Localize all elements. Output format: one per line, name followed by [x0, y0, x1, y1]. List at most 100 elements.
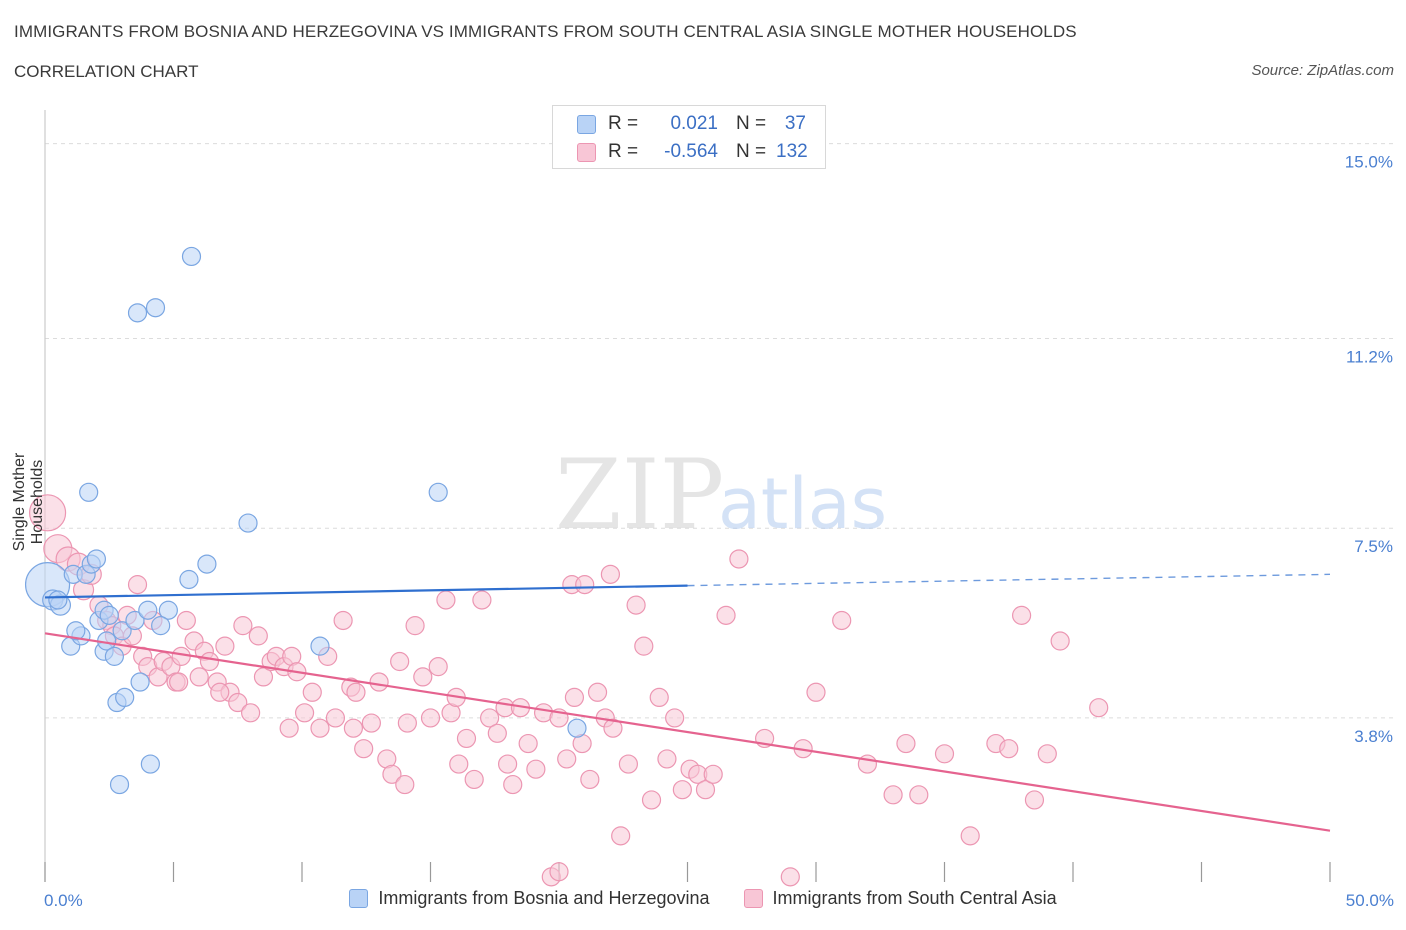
scatter-point-south-central-asia [361, 713, 381, 733]
scatter-point-south-central-asia [1037, 744, 1057, 764]
y-tick-label: 15.0% [1345, 153, 1393, 172]
scatter-point-south-central-asia [600, 564, 621, 584]
scatter-point-south-central-asia [480, 708, 500, 728]
correlation-legend: R = 0.021 N = 37 R = -0.564 N = 132 [552, 105, 826, 169]
scatter-point-south-central-asia [896, 733, 916, 754]
watermark-zip: ZIP [555, 439, 724, 551]
scatter-point-south-central-asia [934, 744, 955, 764]
scatter-point-bosnia [181, 246, 202, 267]
scatter-point-bosnia [130, 672, 150, 692]
scatter-point-south-central-asia [405, 616, 425, 636]
scatter-point-south-central-asia [634, 636, 654, 656]
n-value: 37 [784, 113, 806, 134]
scatter-point-bosnia [158, 600, 178, 620]
scatter-point-south-central-asia [1050, 631, 1070, 651]
scatter-point-south-central-asia [294, 703, 315, 723]
scatter-point-bosnia [86, 549, 107, 569]
scatter-point-south-central-asia [199, 651, 220, 672]
scatter-point-south-central-asia [832, 610, 852, 631]
r-label: R = [608, 113, 639, 134]
legend-item-south-central-asia[interactable]: Immigrants from South Central Asia [743, 888, 1057, 909]
scatter-point-south-central-asia [665, 708, 685, 728]
scatter-point-bosnia [179, 569, 199, 590]
trend-line-bosnia-extension [687, 573, 1331, 587]
scatter-point-south-central-asia [310, 718, 330, 738]
legend-row-pink: R = -0.564 N = 132 [577, 138, 808, 166]
scatter-point-bosnia [140, 754, 160, 774]
scatter-point-south-central-asia [382, 764, 402, 784]
n-label: N = [736, 141, 767, 162]
legend-row-blue: R = 0.021 N = 37 [577, 110, 806, 138]
scatter-point-south-central-asia [28, 494, 67, 532]
scatter-point-south-central-asia [672, 780, 692, 800]
scatter-point-bosnia [48, 590, 68, 610]
chart-subtitle: CORRELATION CHART [14, 62, 199, 81]
scatter-point-bosnia [310, 636, 330, 656]
scatter-point-south-central-asia [346, 682, 366, 702]
legend-swatch-blue [349, 889, 369, 908]
y-axis-label: Single Mother Households [11, 452, 46, 552]
legend-label-south-central-asia: Immigrants from South Central Asia [772, 888, 1057, 908]
series-legend: Immigrants from Bosnia and Herzegovina I… [0, 888, 1406, 909]
scatter-point-south-central-asia [248, 626, 268, 646]
scatter-point-south-central-asia [325, 708, 346, 728]
scatter-point-south-central-asia [390, 651, 410, 672]
legend-item-bosnia[interactable]: Immigrants from Bosnia and Herzegovina [349, 888, 710, 909]
trend-lines [44, 573, 1331, 832]
scatter-point-south-central-asia [420, 708, 441, 728]
scatter-point-bosnia [109, 774, 130, 795]
scatter-point-south-central-asia [343, 718, 363, 738]
legend-swatch-blue [577, 114, 596, 134]
trend-line-bosnia [44, 584, 688, 599]
scatter-point-south-central-asia [472, 590, 492, 610]
scatter-point-south-central-asia [413, 667, 433, 687]
scatter-point-south-central-asia [210, 682, 230, 702]
scatter-point-bosnia [125, 610, 145, 631]
scatter-point-south-central-asia [397, 713, 417, 733]
scatter-point-south-central-asia [241, 703, 261, 723]
scatter-point-bosnia [115, 687, 135, 708]
scatter-point-south-central-asia [354, 739, 374, 759]
n-value: 132 [776, 141, 808, 162]
scatter-point-south-central-asia [611, 826, 631, 846]
scatter-point-south-central-asia [526, 759, 546, 779]
scatter-point-bosnia [66, 621, 86, 641]
r-value: 0.021 [670, 113, 718, 134]
scatter-point-bosnia [99, 605, 119, 625]
scatter-point-south-central-asia [215, 636, 235, 656]
scatter-point-bosnia [145, 298, 166, 318]
scatter-point-south-central-asia [233, 616, 253, 636]
scatter-point-south-central-asia [428, 657, 448, 677]
scatter-point-south-central-asia [464, 769, 484, 790]
scatter-point-bosnia [567, 718, 587, 738]
scatter-point-south-central-asia [487, 723, 507, 743]
r-label: R = [608, 141, 639, 162]
scatter-point-south-central-asia [564, 687, 585, 708]
y-tick-label: 3.8% [1354, 727, 1393, 746]
scatter-point-south-central-asia [436, 590, 456, 610]
source-label: Source: ZipAtlas.com [1251, 62, 1394, 79]
scatter-point-south-central-asia [657, 749, 677, 769]
scatter-point-south-central-asia [557, 749, 577, 769]
trend-line-south-central-asia [44, 632, 1331, 832]
scatter-point-bosnia [138, 600, 158, 620]
scatter-point-south-central-asia [587, 682, 608, 702]
scatter-point-south-central-asia [189, 667, 209, 687]
scatter-point-bosnia [79, 482, 99, 502]
scatter-point-south-central-asia [333, 610, 353, 631]
scatter-point-bosnia [112, 621, 132, 641]
scatter-point-south-central-asia [575, 575, 595, 595]
scatter-point-south-central-asia [883, 785, 903, 805]
scatter-point-south-central-asia [302, 682, 322, 702]
pink-points [28, 494, 1109, 887]
blue-points [24, 246, 587, 795]
x-tick-max: 50.0% [1345, 891, 1394, 910]
scatter-point-south-central-asia [518, 733, 538, 754]
scatter-point-bosnia [428, 482, 448, 502]
scatter-point-south-central-asia [176, 610, 196, 631]
scatter-point-south-central-asia [960, 826, 980, 846]
scatter-point-south-central-asia [641, 790, 662, 810]
scatter-point-south-central-asia [1089, 698, 1109, 718]
scatter-point-south-central-asia [626, 595, 646, 615]
